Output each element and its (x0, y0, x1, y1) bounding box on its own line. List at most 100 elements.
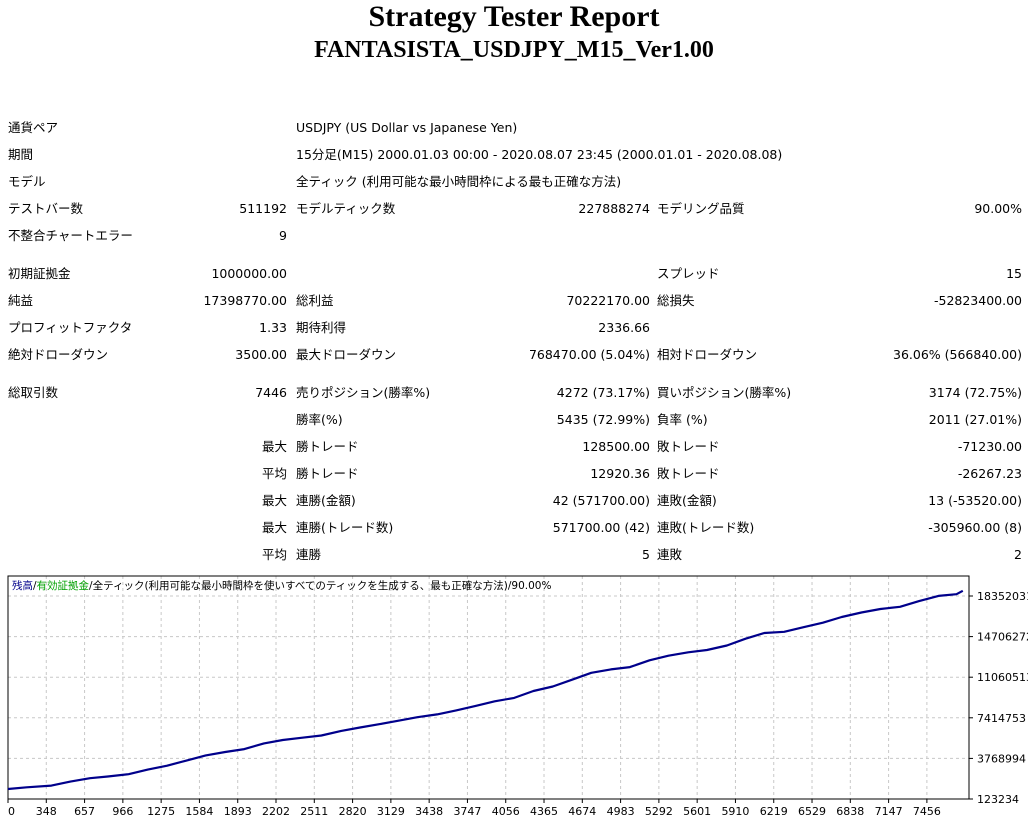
ticks-label: モデルティック数 (296, 201, 396, 216)
row-win-rate: 勝率(%) 5435 (72.99%) 負率 (%) 2011 (27.01%) (0, 410, 1028, 430)
y-tick-label: 14706272 (977, 631, 1028, 644)
legend-separator: / (89, 580, 93, 592)
x-tick-label: 6838 (836, 805, 864, 818)
row-max-consecutive-money: 最大 連勝(金額) 42 (571700.00) 連敗(金額) 13 (-535… (0, 491, 1028, 511)
y-tick-label: 7414753 (977, 712, 1026, 725)
row-bars: テストバー数 511192 モデルティック数 227888274 モデリング品質… (0, 199, 1028, 219)
gross-loss-label: 総損失 (657, 293, 695, 308)
y-axis-ticks: 18352031 14706272 11060513 7414753 3768994 12… (969, 590, 1028, 806)
y-tick-label: 3768994 (977, 752, 1026, 765)
long-label: 買いポジション(勝率%) (657, 385, 792, 400)
model-value: 全ティック (利用可能な最小時間枠による最も正確な方法) (296, 174, 622, 189)
x-tick-label: 3129 (377, 805, 405, 818)
row-pf: プロフィットファクタ 1.33 期待利得 2336.66 (0, 318, 1028, 338)
x-tick-label: 0 (8, 805, 15, 818)
largest-win-label: 勝トレード (296, 439, 359, 454)
gross-profit-value: 70222170.00 (566, 293, 650, 308)
largest-loss-label: 敗トレード (657, 439, 720, 454)
x-tick-label: 1893 (224, 805, 252, 818)
max-dd-value: 768470.00 (5.04%) (528, 347, 650, 362)
legend-separator: / (508, 580, 512, 592)
average-prefix: 平均 (261, 466, 287, 481)
quality-label: モデリング品質 (657, 201, 745, 216)
x-tick-label: 4056 (492, 805, 520, 818)
max-cons-wins-money-label: 連勝(金額) (296, 493, 356, 508)
balance-chart: 残高 / 有効証拠金 / 全ティック(利用可能な最小時間枠を使いすべてのティック… (0, 572, 1028, 821)
row-deposit: 初期証拠金 1000000.00 スプレッド 15 (0, 264, 1028, 284)
row-average: 平均 勝トレード 12920.36 敗トレード -26267.23 (0, 464, 1028, 484)
max-cons-count-prefix: 最大 (261, 520, 287, 535)
abs-dd-value: 3500.00 (235, 347, 287, 362)
max-cons-profit-value: 571700.00 (42) (552, 520, 650, 535)
pair-label: 通貨ペア (8, 120, 59, 135)
avg-win-value: 12920.36 (590, 466, 650, 481)
x-tick-label: 1584 (185, 805, 213, 818)
y-tick-label: 123234 (977, 793, 1019, 806)
x-tick-label: 4674 (568, 805, 596, 818)
report-title: Strategy Tester Report (368, 0, 660, 33)
row-total-trades: 総取引数 7446 売りポジション(勝率%) 4272 (73.17%) 買いポ… (0, 383, 1028, 403)
ticks-value: 227888274 (578, 201, 650, 216)
largest-win-value: 128500.00 (582, 439, 650, 454)
row-avg-consecutive: 平均 連勝 5 連敗 2 (0, 545, 1028, 565)
x-tick-label: 7147 (875, 805, 903, 818)
legend-equity: 有効証拠金 (37, 579, 90, 592)
balance-chart-svg: 残高 / 有効証拠金 / 全ティック(利用可能な最小時間枠を使いすべてのティック… (7, 575, 1028, 818)
expected-label: 期待利得 (296, 320, 347, 335)
legend-quality: 90.00% (511, 580, 551, 592)
x-tick-label: 4983 (607, 805, 635, 818)
x-tick-label: 6529 (798, 805, 826, 818)
errors-value: 9 (279, 228, 287, 243)
spread-value: 15 (1006, 266, 1022, 281)
row-largest: 最大 勝トレード 128500.00 敗トレード -71230.00 (0, 437, 1028, 457)
x-tick-label: 7456 (913, 805, 941, 818)
max-cons-losses-money-label: 連敗(金額) (657, 493, 717, 508)
period-value: 15分足(M15) 2000.01.03 00:00 - 2020.08.07 … (296, 147, 783, 162)
x-tick-label: 4365 (530, 805, 558, 818)
rel-dd-label: 相対ドローダウン (657, 347, 758, 362)
x-tick-label: 2820 (339, 805, 367, 818)
total-trades-label: 総取引数 (8, 385, 59, 400)
net-value: 17398770.00 (203, 293, 287, 308)
x-tick-label: 966 (112, 805, 133, 818)
pf-value: 1.33 (259, 320, 287, 335)
rel-dd-value: 36.06% (566840.00) (893, 347, 1022, 362)
win-label: 勝率(%) (296, 412, 343, 427)
max-cons-loss-value: -305960.00 (8) (928, 520, 1022, 535)
gross-loss-value: -52823400.00 (933, 293, 1022, 308)
x-tick-label: 3438 (415, 805, 443, 818)
deposit-value: 1000000.00 (211, 266, 287, 281)
x-axis-ticks: 0 348 657 966 1275 1584 1893 2202 2511 2820 3129 34… (7, 799, 941, 818)
row-max-consecutive-count: 最大 連勝(トレード数) 571700.00 (42) 連敗(トレード数) -3… (0, 518, 1028, 538)
short-value: 4272 (73.17%) (556, 385, 650, 400)
x-tick-label: 5601 (683, 805, 711, 818)
avg-loss-value: -26267.23 (957, 466, 1022, 481)
loss-label: 負率 (%) (657, 412, 708, 427)
row-model: モデル 全ティック (利用可能な最小時間枠による最も正確な方法) (0, 172, 1028, 192)
avg-cons-wins-label: 連勝 (296, 547, 322, 562)
largest-prefix: 最大 (261, 439, 287, 454)
largest-loss-value: -71230.00 (957, 439, 1022, 454)
net-label: 純益 (8, 293, 34, 308)
x-tick-label: 2202 (262, 805, 290, 818)
short-label: 売りポジション(勝率%) (296, 385, 431, 400)
legend-model: 全ティック(利用可能な最小時間枠を使いすべてのティックを生成する、最も正確な方法… (93, 579, 508, 592)
row-period: 期間 15分足(M15) 2000.01.03 00:00 - 2020.08.… (0, 145, 1028, 165)
avg-loss-label: 敗トレード (657, 466, 720, 481)
win-value: 5435 (72.99%) (556, 412, 650, 427)
total-trades-value: 7446 (255, 385, 287, 400)
chart-frame (7, 575, 970, 800)
errors-label: 不整合チャートエラー (8, 228, 133, 243)
spread-label: スプレッド (657, 266, 720, 281)
avg-cons-prefix: 平均 (261, 547, 287, 562)
avg-cons-losses-value: 2 (1014, 547, 1022, 562)
abs-dd-label: 絶対ドローダウン (8, 347, 109, 362)
x-tick-label: 3747 (453, 805, 481, 818)
expected-value: 2336.66 (598, 320, 650, 335)
period-label: 期間 (8, 147, 34, 162)
pf-label: プロフィットファクタ (8, 320, 133, 335)
legend-separator: / (33, 580, 37, 592)
loss-value: 2011 (27.01%) (928, 412, 1022, 427)
model-label: モデル (8, 174, 46, 189)
quality-value: 90.00% (974, 201, 1022, 216)
